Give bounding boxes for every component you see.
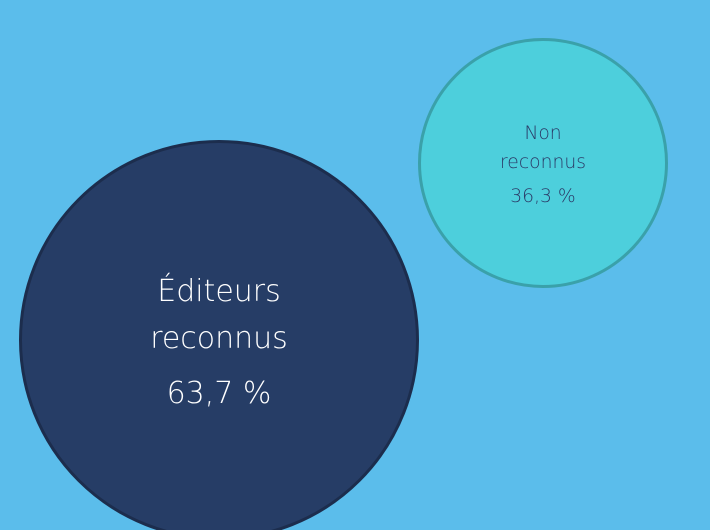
bubble-label: Éditeurs reconnus xyxy=(150,274,288,356)
bubble: Éditeurs reconnus 63,7 % xyxy=(19,140,419,530)
value-label: 63,7 % xyxy=(166,375,272,411)
bubble-label: Non reconnus xyxy=(500,123,586,174)
value-label: 36,3 % xyxy=(510,185,576,207)
bubble: Non reconnus 36,3 % xyxy=(418,38,668,288)
